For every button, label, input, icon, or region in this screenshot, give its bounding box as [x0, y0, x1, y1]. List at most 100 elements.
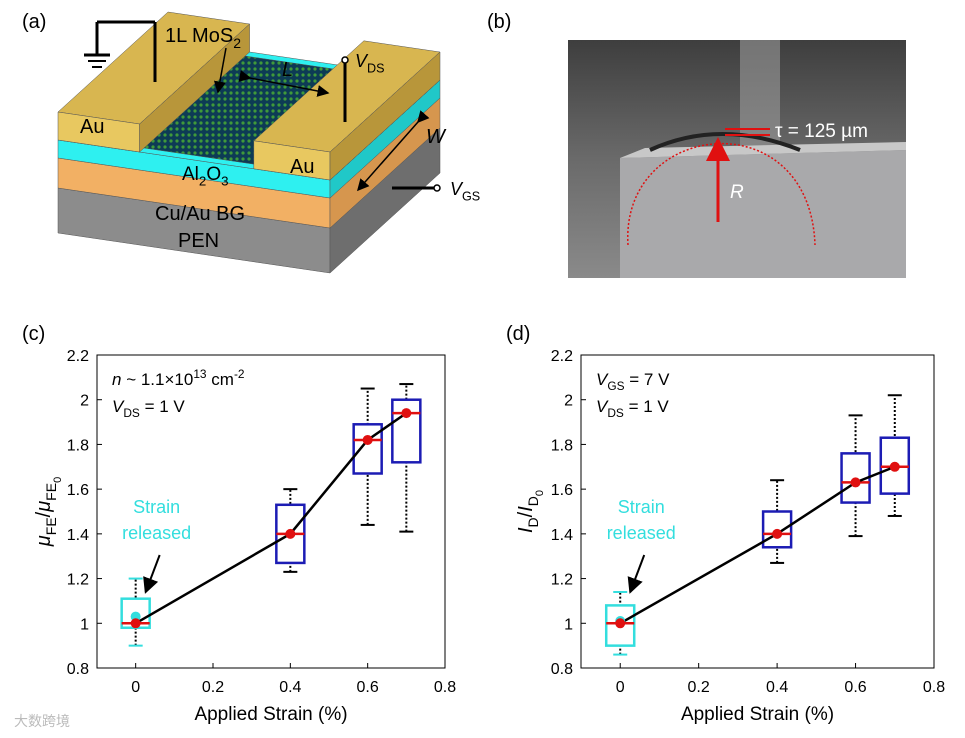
diagram-label: Au [80, 116, 104, 138]
text-part: 1L MoS [165, 25, 233, 47]
text-part: Au [80, 116, 104, 138]
y-tick-label: 0.8 [67, 661, 89, 678]
text-part: μ [33, 535, 55, 547]
panel-label: (a) [22, 11, 46, 33]
plot-frame [580, 354, 935, 669]
terminal [433, 184, 441, 192]
text-part: DS [607, 406, 624, 420]
x-tick-label: 0.8 [923, 679, 945, 696]
diagram-label: PEN [178, 230, 219, 252]
panel-label: (c) [22, 323, 45, 345]
diagram-label: VDS [355, 51, 385, 75]
released-arrow [627, 554, 646, 594]
text-part: 0 [52, 477, 64, 483]
x-tick-label: 0.4 [279, 679, 301, 696]
diagram-label: W [426, 126, 447, 148]
text-part: DS [123, 406, 140, 420]
photo-block [620, 150, 906, 278]
plot-frame [96, 354, 446, 669]
curvature-arc [627, 143, 816, 246]
bending-photo: τ = 125 µm R [568, 40, 906, 278]
text-part: ~ 1.1×10 [121, 370, 193, 389]
mean-point [362, 434, 373, 445]
text-part: = 1 V [624, 397, 670, 416]
text-part: L [282, 59, 293, 81]
x-axis-label: Applied Strain (%) [194, 704, 347, 725]
text-part: Al [182, 164, 199, 185]
released-arrow [143, 554, 161, 594]
text-part: V [112, 397, 125, 416]
diagram-label: Au [290, 156, 314, 178]
text-part: 3 [221, 174, 228, 189]
mos2-pointer [213, 47, 227, 94]
panel-label: (b) [487, 11, 511, 33]
photo-block-top [620, 142, 906, 158]
mean-point [850, 477, 861, 488]
radius-label: R [730, 182, 744, 203]
text-part: I [515, 506, 537, 512]
y-tick-label: 2 [564, 393, 573, 410]
mean-line [619, 465, 896, 625]
mean-point [285, 528, 296, 539]
annotation: VGS = 7 V [596, 370, 670, 393]
released-label: Strain [618, 497, 665, 517]
text-part: D [525, 496, 541, 506]
text-part: V [355, 51, 369, 71]
text-part: 0 [534, 490, 546, 496]
text-part: = 7 V [625, 370, 671, 389]
text-part: Cu/Au BG [155, 203, 245, 225]
terminal [341, 56, 349, 64]
text-part: μ [33, 501, 55, 513]
y-tick-label: 1.8 [551, 437, 573, 454]
mean-point [772, 528, 783, 539]
text-part: -2 [234, 367, 245, 381]
y-tick-label: 1.4 [67, 527, 89, 544]
y-tick-label: 1 [80, 616, 89, 633]
photo-substrate [649, 132, 801, 152]
x-tick-label: 0.2 [202, 679, 224, 696]
text-part: I [515, 527, 537, 533]
box [761, 510, 793, 549]
diagram-label: Al2O3 [182, 164, 229, 189]
y-tick-label: 2 [80, 393, 89, 410]
diagram-label: VGS [450, 179, 480, 203]
text-part: V [450, 179, 464, 199]
y-tick-label: 2.2 [551, 348, 573, 365]
released-label: Strain [133, 497, 180, 517]
x-tick-label: 0 [131, 679, 140, 696]
y-axis-label: ID/ID0 [515, 490, 546, 533]
y-axis-label: μFE/μFE0 [33, 477, 64, 547]
text-part: DS [367, 61, 385, 75]
text-part: W [426, 126, 447, 148]
text-part: Au [290, 156, 314, 178]
text-part: = 1 V [140, 397, 186, 416]
mean-point [615, 618, 626, 629]
released-label: released [607, 523, 676, 543]
y-tick-label: 0.8 [551, 661, 573, 678]
mean-point [130, 618, 141, 629]
text-part: GS [607, 379, 624, 393]
text-part: / [515, 511, 537, 517]
photo-fixture [740, 40, 780, 150]
mean-point [401, 408, 412, 419]
text-part: FE [43, 517, 59, 535]
text-part: cm [207, 370, 234, 389]
width-arrow [357, 110, 430, 192]
panel-label: (d) [506, 323, 530, 345]
text-part: 13 [193, 367, 207, 381]
annotation: n ~ 1.1×1013 cm-2 [112, 367, 245, 389]
text-part: 2 [233, 35, 241, 51]
diagram-label: Cu/Au BG [155, 203, 245, 225]
watermark: 大数跨境 [14, 713, 70, 729]
y-tick-label: 2.2 [67, 348, 89, 365]
x-tick-label: 0.8 [434, 679, 456, 696]
text-part: V [596, 397, 609, 416]
y-tick-label: 1.6 [67, 482, 89, 499]
mean-line [135, 412, 408, 625]
text-part: GS [462, 189, 480, 203]
length-arrow [238, 70, 330, 97]
y-tick-label: 1.2 [67, 572, 89, 589]
au-pad [139, 23, 250, 153]
